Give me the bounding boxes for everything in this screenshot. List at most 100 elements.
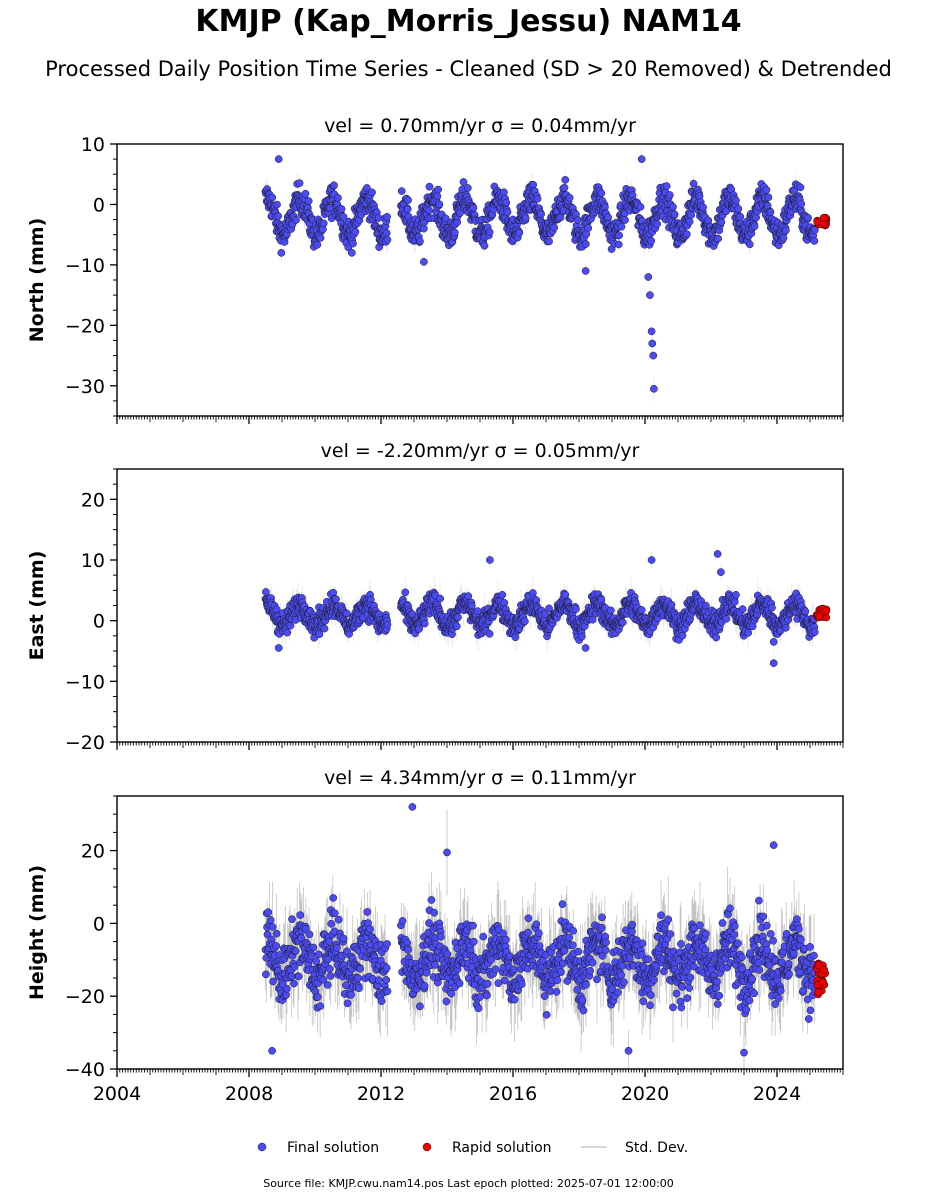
final-solution-point — [682, 230, 691, 239]
y-tick-label: −30 — [65, 376, 105, 398]
panel-1: 10 0 −10 −20 −30 vel = 0.70mm/yr σ = 0.04mm/y… — [26, 115, 844, 424]
final-solution-point — [320, 624, 329, 633]
final-solution-point — [730, 597, 739, 606]
final-solution-point — [647, 237, 656, 245]
final-solution-point — [382, 229, 391, 237]
final-solution-point — [500, 598, 509, 607]
final-solution-point — [637, 155, 646, 163]
final-solution-point — [277, 249, 286, 257]
final-solution-point — [646, 291, 654, 299]
final-solution-point — [403, 205, 412, 214]
final-solution-point — [416, 237, 424, 246]
final-solution-point — [274, 212, 283, 220]
final-solution-point — [319, 219, 328, 228]
y-tick-label: 10 — [81, 550, 105, 572]
final-solution-point — [578, 632, 586, 641]
final-solution-point — [617, 222, 626, 231]
final-solution-point — [689, 179, 698, 188]
final-solution-point — [781, 623, 790, 632]
final-solution-point — [295, 179, 304, 188]
final-solution-point — [425, 206, 433, 215]
rapid-solution-point — [813, 218, 822, 226]
rapid-solution-series — [813, 213, 831, 230]
rapid-solution-point — [819, 213, 828, 222]
final-solution-point — [268, 193, 277, 202]
final-solution-point — [334, 194, 342, 202]
final-solution-point — [316, 234, 325, 242]
final-solution-point — [702, 601, 710, 610]
final-solution-point — [604, 213, 612, 222]
final-solution-point — [748, 622, 757, 631]
final-solution-point — [502, 198, 511, 207]
y-axis-label: East (mm) — [26, 551, 48, 661]
final-solution-point — [797, 199, 806, 208]
final-solution-point — [621, 216, 629, 224]
final-solution-point — [717, 218, 726, 226]
rapid-solution-point — [822, 606, 830, 615]
final-solution-point — [404, 196, 412, 205]
final-solution-point — [464, 592, 473, 600]
y-tick-label: −10 — [65, 255, 105, 277]
final-solution-point — [351, 227, 360, 236]
final-solution-point — [292, 216, 300, 224]
final-solution-point — [397, 187, 406, 195]
final-solution-point — [810, 226, 819, 235]
final-solution-point — [330, 181, 338, 190]
final-solution-point — [581, 267, 590, 275]
final-solution-point — [669, 203, 677, 211]
final-solution-point — [615, 231, 623, 240]
final-solution-point — [804, 213, 812, 222]
final-solution-point — [618, 618, 627, 627]
final-solution-point — [459, 178, 468, 186]
final-solution-point — [644, 273, 653, 281]
final-solution-point — [801, 607, 810, 616]
final-solution-point — [722, 614, 731, 623]
final-solution-point — [750, 222, 759, 231]
plot-area — [261, 803, 830, 1069]
final-solution-point — [433, 192, 442, 201]
final-solution-point — [766, 208, 775, 216]
final-solution-point — [450, 228, 459, 237]
final-solution-point — [810, 628, 819, 636]
final-solution-point — [572, 605, 580, 613]
final-solution-point — [521, 617, 529, 626]
final-solution-point — [637, 606, 646, 614]
final-solution-point — [647, 327, 656, 336]
y-tick-label: −20 — [65, 315, 105, 337]
final-solution-point — [469, 204, 478, 212]
final-solution-point — [762, 186, 771, 194]
panel-2: 20 10 0 −10 −20 vel = -2.20mm/yr σ = 0.05mm/y… — [26, 440, 844, 754]
final-solution-point — [283, 628, 292, 637]
final-solution-point — [574, 216, 582, 224]
final-solution-point — [332, 595, 340, 604]
final-solution-point — [347, 248, 356, 257]
final-solution-point — [545, 237, 553, 246]
final-solution-point — [262, 588, 270, 596]
plot-area — [261, 550, 831, 667]
panel-title: vel = -2.20mm/yr σ = 0.05mm/yr — [321, 440, 640, 462]
final-solution-point — [503, 208, 512, 217]
chart-subtitle: Processed Daily Position Time Series - C… — [45, 57, 892, 81]
final-solution-point — [561, 590, 570, 599]
final-solution-series — [261, 550, 819, 667]
final-solution-point — [560, 183, 569, 192]
final-solution-point — [764, 193, 773, 202]
final-solution-point — [545, 604, 553, 613]
final-solution-point — [304, 197, 313, 205]
final-solution-point — [485, 629, 494, 638]
final-solution-point — [662, 182, 671, 190]
final-solution-point — [383, 620, 392, 629]
final-solution-point — [779, 234, 788, 242]
final-solution-point — [541, 610, 549, 618]
final-solution-point — [667, 600, 676, 609]
final-solution-point — [712, 633, 720, 642]
final-solution-point — [714, 234, 722, 243]
final-solution-point — [480, 241, 489, 250]
final-solution-point — [614, 240, 623, 249]
y-tick-label: −20 — [65, 732, 105, 754]
final-solution-point — [452, 622, 461, 631]
final-solution-point — [420, 619, 429, 628]
final-solution-point — [647, 556, 656, 564]
final-solution-point — [561, 175, 570, 184]
